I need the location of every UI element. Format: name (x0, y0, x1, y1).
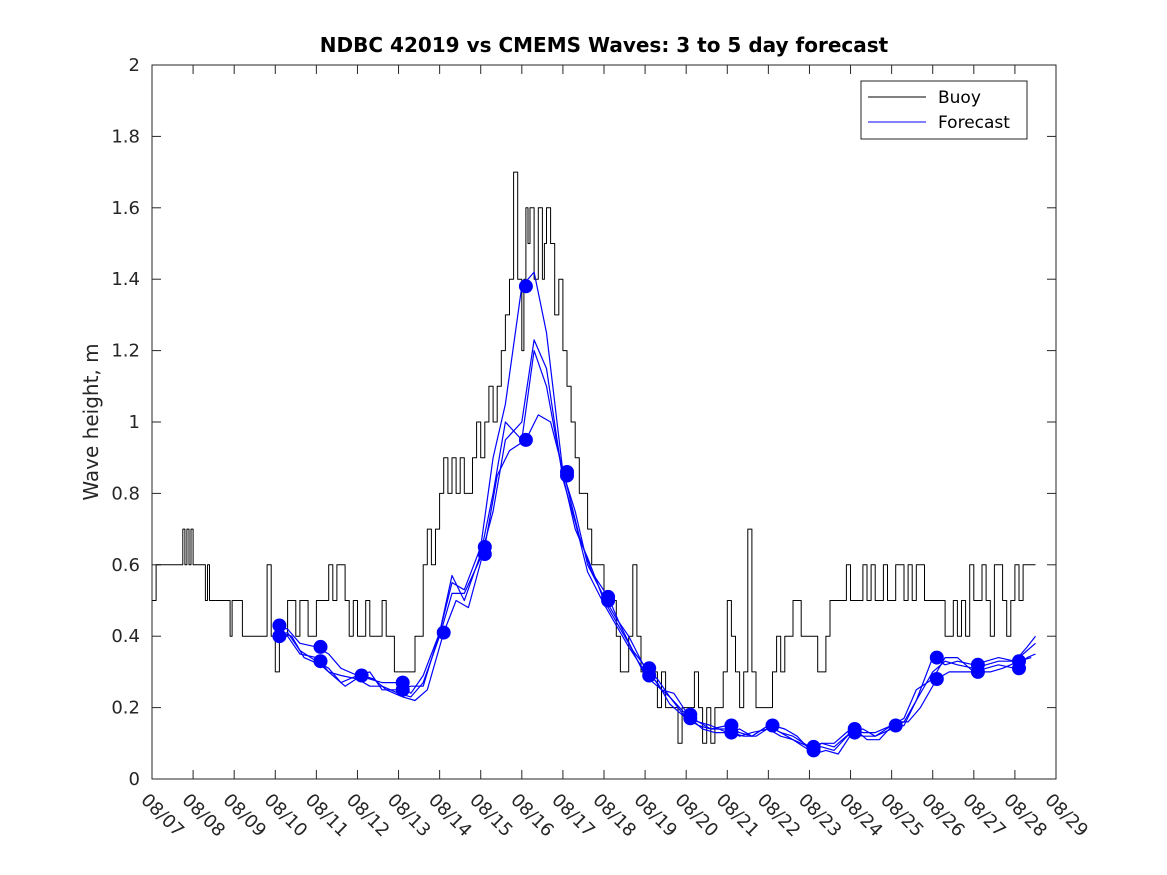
buoy-series-line (152, 171, 1036, 744)
y-axis-label: Wave height, m (79, 343, 103, 500)
y-tick-label: 0.6 (111, 555, 140, 576)
forecast-marker (436, 625, 451, 640)
forecast-marker (929, 672, 944, 686)
forecast-marker (683, 711, 698, 726)
forecast-marker (724, 725, 739, 740)
forecast-marker (518, 432, 533, 447)
forecast-marker (560, 468, 574, 483)
forecast-marker (1012, 661, 1026, 676)
forecast-marker (477, 547, 492, 562)
y-tick-label: 1 (129, 412, 140, 433)
y-axis-ticks: 0 0.2 0.4 0.6 0.8 1 1.2 1.4 1.6 1.8 2 (111, 55, 1056, 790)
forecast-markers (272, 279, 1026, 758)
legend-buoy-label: Buoy (938, 88, 981, 108)
legend: Buoy Forecast (860, 80, 1028, 140)
y-tick-label: 1.2 (111, 341, 140, 362)
forecast-marker (395, 682, 410, 697)
legend-forecast-label: Forecast (938, 113, 1010, 133)
forecast-marker (313, 639, 328, 654)
forecast-marker (272, 618, 287, 633)
forecast-marker (272, 629, 287, 644)
forecast-marker (354, 668, 369, 683)
forecast-marker (929, 650, 944, 665)
y-tick-label: 0 (129, 769, 140, 790)
y-tick-label: 1.4 (111, 269, 140, 290)
legend-box (860, 80, 1028, 140)
forecast-series-line-4 (279, 414, 1032, 755)
plot-frame (151, 64, 1057, 780)
y-tick-label: 2 (129, 55, 140, 76)
forecast-marker (847, 725, 862, 740)
forecast-marker (313, 654, 328, 669)
forecast-marker (806, 743, 821, 758)
forecast-marker (518, 279, 533, 294)
y-tick-label: 1.8 (111, 126, 140, 147)
forecast-marker (888, 718, 903, 733)
y-tick-label: 1.6 (111, 198, 140, 219)
plot-area: 00.20.40.60.811.21.41.61.82 08/0708/0808… (111, 55, 1092, 841)
forecast-marker (765, 718, 780, 733)
chart-title: NDBC 42019 vs CMEMS Waves: 3 to 5 day fo… (320, 33, 889, 57)
forecast-marker (642, 668, 657, 683)
forecast-marker (601, 593, 616, 608)
plot-background (152, 65, 1056, 779)
y-tick-label: 0.2 (111, 698, 140, 719)
forecast-marker (970, 664, 985, 679)
y-tick-label: 0.8 (111, 483, 140, 504)
y-tick-label: 0.4 (111, 626, 140, 647)
